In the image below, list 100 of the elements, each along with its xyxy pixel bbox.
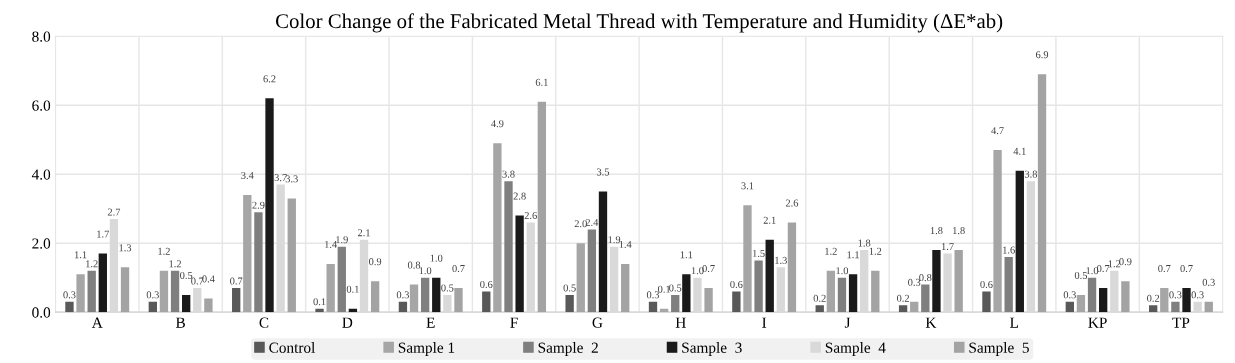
data-label: 0.2 <box>896 294 910 302</box>
bar <box>598 191 608 313</box>
data-label: 1.0 <box>1086 267 1099 275</box>
data-label: 2.9 <box>252 201 265 209</box>
bar <box>576 243 585 313</box>
data-label: 4.9 <box>491 120 504 128</box>
bar <box>398 301 408 313</box>
y-tick-label: 8.0 <box>32 31 51 42</box>
data-label: 0.6 <box>480 280 493 289</box>
data-label: 0.8 <box>919 274 932 282</box>
bar <box>1015 170 1024 313</box>
bar <box>159 270 169 313</box>
bar <box>120 267 130 313</box>
bar <box>754 260 763 313</box>
bar <box>1121 281 1130 313</box>
bar <box>243 194 252 313</box>
bar <box>65 301 74 313</box>
x-tick-label: C <box>259 317 269 328</box>
data-label: 0.5 <box>669 284 682 292</box>
bar <box>565 294 574 313</box>
bar <box>1204 301 1213 313</box>
data-label: 0.6 <box>980 280 993 289</box>
data-label: 0.1 <box>658 285 671 293</box>
data-label: 1.2 <box>169 260 181 268</box>
x-tick-label: J <box>844 317 851 328</box>
legend-label: Control <box>269 342 316 353</box>
data-label: 2.8 <box>513 192 526 200</box>
data-label: 0.7 <box>1158 265 1171 273</box>
data-label: 0.3 <box>646 291 660 299</box>
bar <box>254 212 263 313</box>
x-tick-label: G <box>592 317 603 328</box>
data-label: 4.7 <box>991 127 1004 135</box>
y-tick-label: 2.0 <box>32 238 51 249</box>
bar <box>921 284 930 313</box>
bar <box>704 288 713 313</box>
data-label: 0.5 <box>441 284 454 292</box>
bar <box>1149 305 1158 313</box>
legend-label: Sample 1 <box>398 342 455 356</box>
bar <box>848 274 858 313</box>
data-label: 1.5 <box>753 249 765 257</box>
bar <box>826 270 836 313</box>
data-label: 3.8 <box>1024 170 1038 178</box>
data-label: 0.3 <box>908 278 921 286</box>
x-tick-label: F <box>510 317 518 328</box>
data-label: 0.2 <box>813 294 826 302</box>
data-label: 2.6 <box>785 199 799 207</box>
bar <box>76 274 85 313</box>
data-label: 0.8 <box>407 261 421 269</box>
data-label: 6.1 <box>535 78 548 86</box>
data-label: 1.1 <box>74 251 87 259</box>
bar <box>1065 301 1074 313</box>
data-label: 0.7 <box>1180 265 1193 273</box>
x-tick-label: E <box>426 317 435 328</box>
data-label: 0.7 <box>230 277 243 285</box>
bar <box>1004 257 1013 313</box>
bar <box>409 284 419 313</box>
legend-label: Sample 4 <box>825 342 886 356</box>
x-tick-label: L <box>1010 317 1018 328</box>
bar <box>232 288 241 313</box>
data-label: 0.3 <box>63 291 76 299</box>
data-label: 1.0 <box>836 267 849 275</box>
bar <box>621 263 630 313</box>
data-label: 0.2 <box>1147 294 1160 302</box>
bar <box>265 98 274 313</box>
bar <box>765 239 774 313</box>
data-label: 0.3 <box>146 291 159 299</box>
data-label: 2.1 <box>357 229 370 237</box>
bar <box>671 294 680 313</box>
x-tick-label: TP <box>1172 317 1190 328</box>
bar <box>648 301 658 313</box>
bar <box>170 270 180 313</box>
data-label: 1.8 <box>858 239 871 247</box>
data-label: 6.9 <box>1035 51 1049 59</box>
data-label: 2.0 <box>574 220 587 228</box>
data-label: 1.4 <box>619 240 632 248</box>
y-tick-label: 4.0 <box>31 169 51 180</box>
data-label: 0.5 <box>563 284 576 292</box>
data-label: 1.2 <box>158 247 170 255</box>
bar <box>515 215 524 313</box>
bar <box>1076 294 1086 313</box>
data-label: 0.3 <box>1169 291 1182 299</box>
data-label: 2.7 <box>107 208 121 216</box>
data-label: 0.3 <box>1191 291 1204 299</box>
data-label: 1.9 <box>336 236 348 244</box>
bar <box>682 274 691 313</box>
x-tick-label: B <box>175 317 185 328</box>
x-tick-label: K <box>925 317 937 328</box>
bar <box>182 294 191 313</box>
data-label: 0.5 <box>180 271 193 279</box>
data-label: 0.7 <box>1097 265 1110 273</box>
bar <box>432 277 441 313</box>
data-label: 0.9 <box>369 258 382 266</box>
data-label: 2.6 <box>524 212 537 220</box>
bar <box>1099 288 1108 313</box>
x-tick-label: H <box>675 317 686 328</box>
bar <box>337 246 346 313</box>
data-label: 1.8 <box>953 227 965 235</box>
data-label: 0.4 <box>202 275 215 283</box>
bar <box>932 250 941 313</box>
data-label: 1.0 <box>430 254 443 262</box>
